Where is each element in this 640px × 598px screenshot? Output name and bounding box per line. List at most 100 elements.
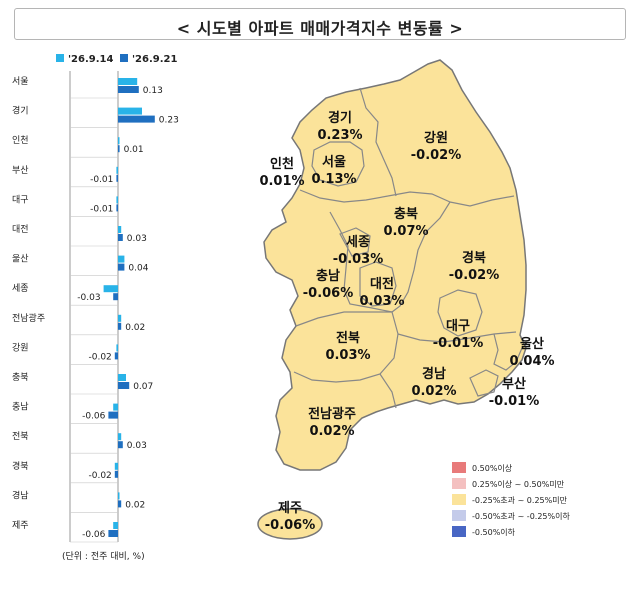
region-name: 울산 [520,336,544,352]
bar-prev [116,166,118,174]
bar-prev [113,522,118,529]
data-label: -0.06 [82,530,106,540]
boundary-jeonbuk [293,311,399,383]
region-value: 0.02% [309,424,354,439]
region-name: 대구 [446,319,470,334]
region-name: 충남 [316,268,340,284]
boundary-daejeon [359,261,397,307]
bar-prev [118,107,142,115]
map-jeju [257,508,323,540]
region-name: 경북 [462,250,486,266]
data-label: 0.23 [159,116,179,126]
region-value: 0.01% [259,174,304,189]
bar-prev [118,492,120,500]
data-label: 0.03 [127,234,147,244]
bar-curr [118,500,122,508]
region-value: -0.03% [333,252,384,267]
data-label: 0.01 [124,145,144,155]
bar-prev [118,137,120,145]
region-name: 강원 [424,130,448,146]
boundary-gyeonggi-south [299,189,389,203]
boundary-daegu [437,289,483,337]
region-value: 0.23% [317,128,362,143]
bar-chart: 서울 0.13 경기 0.23 인천 0.01 부산 -0.01 대구 -0.01 대전 0.03 울산… [12,76,179,543]
legend-swatch [452,478,466,489]
data-label: 0.07 [133,382,153,392]
category-label: 경북 [12,460,29,472]
region-value: -0.06% [265,518,316,533]
map-legend: 0.50%이상 0.25%이상 ~ 0.50%미만 -0.25%초과 ~ 0.25%… [452,462,570,537]
data-label: -0.01 [90,175,113,185]
legend-label-prev: '26.9.14 [68,54,113,65]
boundary-gyeongbuk-gyeongnam [397,331,517,343]
region-value: 0.03% [325,348,370,363]
bar-curr [108,530,118,537]
category-label: 서울 [12,76,29,87]
boundary-sejong [339,227,371,257]
category-label: 전북 [12,431,29,442]
boundary-chungnam [329,211,393,313]
korea-map: 경기 0.23% 강원 -0.02% 인천 0.01% 서울 0.13% 충북 0.07% 세종 -0… [257,59,555,540]
bar-prev [116,344,118,352]
data-label: -0.06 [82,412,106,422]
bar-curr [113,293,118,301]
legend-label: -0.50%초과 ~ -0.25%이하 [472,511,570,521]
region-name: 세종 [346,235,370,250]
data-label: 0.13 [143,86,163,96]
legend-label: -0.25%초과 ~ 0.25%미만 [472,496,568,505]
bar-prev [118,433,122,441]
data-label: 0.04 [128,264,148,274]
region-name: 전남광주 [308,406,356,422]
legend-swatch-prev [56,54,64,62]
region-name: 인천 [270,156,294,172]
legend-label: 0.50%이상 [472,463,513,473]
category-label: 경기 [12,105,29,117]
bar-curr [108,411,118,419]
legend-label: -0.50%이하 [472,527,516,537]
region-name: 부산 [502,376,526,392]
region-value: -0.06% [303,286,354,301]
category-label: 제주 [12,520,29,531]
region-name: 충북 [394,206,418,222]
bar-curr [118,263,125,271]
unit-note: (단위 : 전주 대비, %) [62,551,145,562]
bar-curr [114,470,118,478]
boundary-seoul [311,141,365,187]
category-label: 강원 [12,342,29,353]
region-value: 0.02% [411,384,456,399]
boundary-jeonnam [379,373,397,409]
boundary-gyeonggi-gangwon [359,87,397,197]
legend-label-curr: '26.9.21 [132,54,177,65]
region-value: -0.02% [449,268,500,283]
bar-legend: '26.9.14 '26.9.21 [56,54,177,65]
category-label: 부산 [12,165,29,176]
region-value: 0.04% [509,354,554,369]
region-value: 0.03% [359,294,404,309]
category-label: 인천 [12,135,29,146]
map-mainland [263,59,527,471]
data-label: -0.02 [89,352,112,362]
bar-curr [118,382,130,389]
bar-prev [118,255,125,263]
bar-prev [114,462,118,470]
category-label: 세종 [12,283,29,294]
bar-curr [118,441,123,449]
bar-prev [118,226,122,233]
bar-curr [114,352,118,360]
region-value: -0.02% [411,148,462,163]
category-label: 충남 [12,402,29,413]
region-value: -0.01% [489,394,540,409]
bar-curr [118,115,155,123]
category-label: 대구 [12,194,29,205]
data-label: 0.03 [127,441,147,451]
legend-swatch [452,510,466,521]
legend-swatch [452,462,466,473]
category-label: 대전 [12,224,29,235]
bar-curr [116,204,118,212]
data-label: -0.01 [90,204,113,214]
region-value: 0.07% [383,224,428,239]
region-name: 서울 [322,154,346,170]
category-label: 울산 [12,254,29,265]
legend-swatch-curr [120,54,128,62]
